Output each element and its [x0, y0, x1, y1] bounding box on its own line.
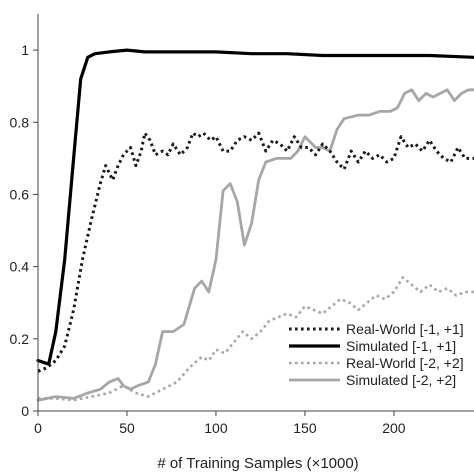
y-tick-label: 0.4 [10, 259, 30, 275]
ticks: 0 0.2 0.4 0.6 0.8 1 0 50 100 150 200 [10, 42, 406, 436]
legend: Real-World [-1, +1]Simulated [-1, +1]Rea… [289, 321, 464, 388]
series-line [38, 276, 474, 402]
x-tick-label: 200 [382, 420, 406, 436]
y-tick-label: 0.6 [10, 186, 30, 202]
x-axis-title: # of Training Samples (×1000) [157, 455, 358, 472]
y-tick-label: 0.8 [10, 114, 30, 130]
series-line [36, 88, 474, 402]
plot-area [36, 48, 474, 402]
legend-label: Real-World [-1, +1] [346, 321, 464, 337]
y-tick-label: 0 [21, 403, 29, 419]
x-tick-label: 100 [204, 420, 228, 436]
legend-label: Simulated [-1, +1] [346, 338, 456, 354]
axes [37, 14, 474, 412]
x-tick-label: 50 [119, 420, 135, 436]
x-tick-label: 150 [293, 420, 317, 436]
x-tick-label: 0 [34, 420, 42, 436]
series-line [36, 48, 474, 366]
legend-label: Simulated [-2, +2] [346, 372, 456, 388]
legend-label: Real-World [-2, +2] [346, 355, 464, 371]
y-tick-label: 1 [21, 42, 29, 58]
y-tick-label: 0.2 [10, 331, 30, 347]
